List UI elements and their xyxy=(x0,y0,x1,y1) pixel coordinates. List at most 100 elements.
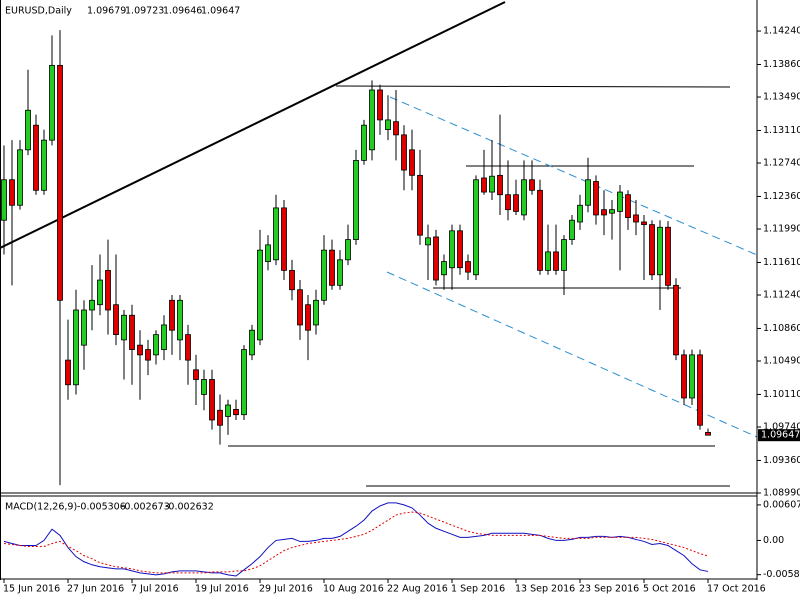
candle-body xyxy=(33,124,39,191)
candle-body xyxy=(377,89,383,121)
candle-body xyxy=(193,369,199,380)
y-tick-label: 1.09360 xyxy=(763,455,800,466)
y-tick-label: 1.10490 xyxy=(763,356,800,367)
candle-body xyxy=(569,219,575,240)
candle-body xyxy=(489,175,495,193)
candle-body xyxy=(329,249,335,286)
candle-body xyxy=(273,207,279,261)
x-tick-label: 10 Aug 2016 xyxy=(323,584,384,595)
candle-body xyxy=(521,179,527,216)
candle-body xyxy=(201,379,207,395)
current-price-label: 1.09647 xyxy=(761,430,800,441)
candle-body xyxy=(465,261,471,273)
candle-body xyxy=(289,269,295,291)
x-tick-label: 7 Jul 2016 xyxy=(131,584,179,595)
candle-body xyxy=(673,284,679,356)
candle-body xyxy=(153,334,159,356)
x-tick-label: 23 Sep 2016 xyxy=(579,584,639,595)
candle-body xyxy=(81,309,87,346)
candle-body xyxy=(513,194,519,212)
candle-body xyxy=(497,174,503,196)
candle-body xyxy=(633,214,639,223)
candle-body xyxy=(169,299,175,331)
candle-body xyxy=(529,179,535,191)
x-tick-label: 22 Aug 2016 xyxy=(387,584,448,595)
candle-body xyxy=(353,159,359,240)
macd-line xyxy=(3,502,709,577)
candle-body xyxy=(137,344,143,356)
candle-body xyxy=(241,349,247,416)
candle-body xyxy=(17,149,23,206)
candle-body xyxy=(585,179,591,206)
x-tick-label: 27 Jun 2016 xyxy=(67,584,124,595)
symbol-label: EURUSD,Daily xyxy=(5,6,72,17)
x-tick-label: 15 Jun 2016 xyxy=(3,584,60,595)
channel-line xyxy=(386,271,758,438)
trend-line xyxy=(0,1,506,249)
candle-body xyxy=(25,109,31,151)
candle-body xyxy=(177,299,183,341)
candle-body xyxy=(217,409,223,426)
candle-body xyxy=(417,174,423,236)
candle-body xyxy=(297,289,303,326)
candle-body xyxy=(233,409,239,416)
y-tick-label: 1.11990 xyxy=(763,224,800,235)
y-tick-label: 0.006077 xyxy=(763,499,800,510)
x-tick-label: 29 Jul 2016 xyxy=(259,584,313,595)
candle-body xyxy=(681,354,687,399)
candle-body xyxy=(665,226,671,286)
candle-body xyxy=(129,314,135,350)
candle-body xyxy=(89,299,95,311)
macd-readout: -0.005306 xyxy=(77,502,126,513)
candle-body xyxy=(121,314,127,341)
candle-body xyxy=(49,64,55,141)
y-tick-label: 1.10110 xyxy=(763,389,800,400)
drawn-objects xyxy=(0,1,758,487)
candle-body xyxy=(425,237,431,246)
high-readout: 1.09723 xyxy=(125,6,164,17)
y-tick-label: 1.13490 xyxy=(763,92,800,103)
y-tick-label: -0.005858 xyxy=(763,569,800,580)
candle-body xyxy=(105,269,111,311)
channel-line xyxy=(389,96,758,256)
x-tick-label: 17 Oct 2016 xyxy=(707,584,766,595)
candle-body xyxy=(41,139,47,191)
candle-body xyxy=(625,194,631,218)
candle-body xyxy=(609,209,615,214)
y-tick-label: 1.13860 xyxy=(763,59,800,70)
candle-body xyxy=(249,329,255,356)
x-tick-label: 19 Jul 2016 xyxy=(195,584,249,595)
candle-body xyxy=(321,249,327,301)
y-tick-label: 0.00 xyxy=(763,535,784,546)
x-tick-label: 5 Oct 2016 xyxy=(643,584,696,595)
macd-readout: -0.002673 xyxy=(121,502,170,513)
y-tick-label: 1.13110 xyxy=(763,125,800,136)
candle-body xyxy=(481,177,487,193)
candle-body xyxy=(705,431,711,436)
y-tick-label: 1.08990 xyxy=(763,488,800,499)
candle-body xyxy=(553,251,559,271)
candle-body xyxy=(617,191,623,212)
macd-readout: -0.002632 xyxy=(165,502,214,513)
candle-body xyxy=(185,334,191,361)
candle-body xyxy=(641,221,647,226)
candle-body xyxy=(409,149,415,176)
candle-body xyxy=(593,181,599,216)
macd-title: MACD(12,26,9) xyxy=(5,502,77,513)
x-tick-label: 13 Sep 2016 xyxy=(515,584,575,595)
candle-body xyxy=(689,354,695,399)
candle-body xyxy=(561,239,567,271)
open-readout: 1.09679 xyxy=(87,6,126,17)
candle-body xyxy=(145,349,151,361)
candle-body xyxy=(9,179,15,206)
current-price-box xyxy=(758,429,800,442)
candle-body xyxy=(393,121,399,136)
y-tick-label: 1.09740 xyxy=(763,422,800,433)
horizontal-line xyxy=(335,85,731,88)
candle-body xyxy=(697,354,703,426)
candle-body xyxy=(313,299,319,326)
candle-body xyxy=(601,209,607,216)
